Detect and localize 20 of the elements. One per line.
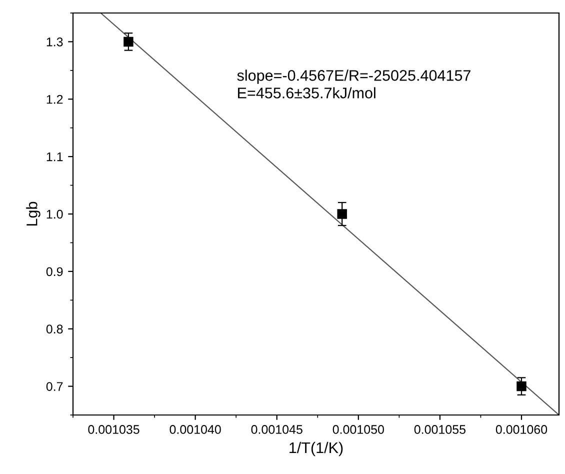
x-tick-label: 0.001060 <box>496 425 548 434</box>
y-tick-label: 1.0 <box>46 210 63 219</box>
point <box>124 36 134 47</box>
y-tick-label: 1.1 <box>46 152 63 162</box>
x-tick-label: 0.001055 <box>414 425 466 434</box>
y-tick-label: 0.9 <box>46 267 63 276</box>
x-tick-label: 0.001040 <box>170 425 221 434</box>
y-tick-label: 1.3 <box>46 38 63 46</box>
x-tick-label: 0.001045 <box>251 425 302 434</box>
x-axis-title: 1/T(1/K) <box>290 442 343 456</box>
y-tick-label: 0.8 <box>46 324 63 334</box>
y-tick-label: 1.2 <box>46 94 63 104</box>
point <box>337 209 347 219</box>
x-tick-label: 0.001035 <box>88 425 140 434</box>
point <box>516 381 526 392</box>
x-tick-label: 0.001050 <box>332 425 384 434</box>
annotation: E=455.6±35.7kJ/mol <box>238 87 376 98</box>
y-axis-title: Lgb <box>26 202 40 226</box>
annotation: slope=-0.4567E/R=-25025.404157 <box>237 70 470 84</box>
y-tick-label: 0.7 <box>46 382 63 391</box>
